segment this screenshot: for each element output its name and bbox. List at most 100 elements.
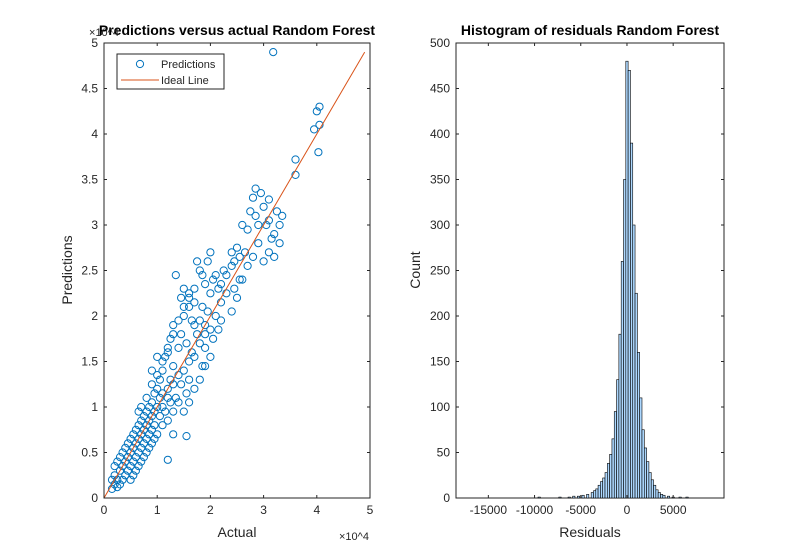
prediction-point bbox=[147, 425, 156, 434]
histogram-bar bbox=[667, 495, 671, 499]
scatter-legend: Predictions Ideal Line bbox=[116, 53, 225, 90]
prediction-point bbox=[227, 248, 236, 257]
histogram-y-tick-label: 500 bbox=[430, 36, 450, 50]
prediction-point bbox=[150, 434, 159, 443]
ideal-line bbox=[103, 51, 366, 499]
prediction-point bbox=[190, 352, 199, 361]
prediction-point bbox=[190, 284, 199, 293]
prediction-point bbox=[115, 453, 125, 462]
histogram-bar bbox=[600, 481, 604, 499]
prediction-point bbox=[275, 239, 284, 248]
prediction-point bbox=[248, 193, 258, 202]
prediction-point bbox=[187, 316, 196, 325]
histogram-x-tick-label: -15000 bbox=[470, 503, 508, 517]
prediction-point bbox=[145, 443, 154, 452]
histogram-bar bbox=[613, 411, 617, 499]
histogram-bar bbox=[678, 496, 682, 499]
prediction-point bbox=[129, 443, 138, 452]
prediction-point bbox=[259, 202, 268, 211]
histogram-y-tick-label: 450 bbox=[430, 82, 450, 96]
histogram-axes-box bbox=[455, 42, 725, 499]
prediction-point bbox=[185, 302, 194, 311]
prediction-point bbox=[142, 393, 151, 402]
prediction-point bbox=[314, 148, 323, 157]
prediction-point bbox=[123, 453, 133, 462]
prediction-point bbox=[190, 298, 199, 307]
histogram-bar bbox=[597, 484, 601, 499]
prediction-point bbox=[270, 230, 279, 239]
prediction-point bbox=[270, 252, 279, 261]
prediction-point bbox=[195, 375, 204, 384]
prediction-point bbox=[137, 443, 146, 452]
prediction-point bbox=[214, 284, 223, 293]
prediction-point bbox=[238, 220, 247, 230]
prediction-point bbox=[118, 462, 127, 471]
prediction-point bbox=[227, 261, 236, 270]
prediction-point bbox=[118, 475, 127, 484]
histogram-bar bbox=[662, 494, 666, 499]
prediction-point bbox=[115, 466, 125, 475]
histogram-y-tick-label: 150 bbox=[430, 355, 450, 369]
prediction-point bbox=[222, 289, 231, 298]
prediction-point bbox=[185, 375, 194, 384]
prediction-point bbox=[251, 184, 260, 193]
histogram-panel: -15000 -10000 -5000 0 5000 0 50 100 150 200 250 300… bbox=[407, 22, 725, 540]
prediction-point bbox=[153, 402, 162, 412]
prediction-point bbox=[153, 430, 162, 439]
prediction-point bbox=[251, 211, 260, 220]
prediction-point bbox=[227, 307, 236, 316]
prediction-point bbox=[131, 425, 140, 434]
histogram-bar bbox=[627, 70, 631, 499]
prediction-point bbox=[137, 416, 146, 425]
prediction-point bbox=[115, 480, 125, 489]
prediction-point bbox=[166, 398, 175, 407]
prediction-point bbox=[310, 125, 319, 134]
prediction-point bbox=[232, 243, 242, 252]
scatter-x-tick-label: 2 bbox=[207, 503, 214, 517]
prediction-point bbox=[163, 384, 172, 393]
prediction-point bbox=[134, 407, 143, 416]
prediction-point bbox=[169, 407, 178, 416]
prediction-point bbox=[206, 289, 215, 298]
histogram-bar bbox=[620, 261, 624, 499]
prediction-point bbox=[137, 402, 146, 412]
prediction-point bbox=[110, 462, 119, 471]
legend-ideal-line-label: Ideal Line bbox=[161, 75, 209, 87]
prediction-point bbox=[163, 393, 172, 402]
prediction-point bbox=[129, 430, 138, 439]
legend-predictions-label: Predictions bbox=[161, 59, 216, 71]
prediction-point bbox=[179, 302, 188, 311]
prediction-point bbox=[121, 471, 130, 480]
scatter-y-tick-label: 4.5 bbox=[81, 82, 98, 96]
prediction-point bbox=[264, 248, 273, 257]
prediction-point bbox=[195, 316, 204, 325]
scatter-plot-area bbox=[103, 48, 366, 499]
prediction-point bbox=[248, 252, 258, 261]
prediction-point bbox=[230, 257, 239, 266]
prediction-point bbox=[134, 434, 143, 443]
prediction-point bbox=[158, 366, 167, 375]
prediction-point bbox=[198, 362, 207, 371]
histogram-bar bbox=[581, 494, 585, 499]
prediction-point bbox=[259, 257, 268, 266]
prediction-point bbox=[243, 261, 252, 270]
scatter-y-tick-label: 3.5 bbox=[81, 173, 98, 187]
scatter-y-tick-label: 2 bbox=[91, 309, 98, 323]
scatter-x-tick-label: 3 bbox=[260, 503, 267, 517]
prediction-point bbox=[163, 343, 172, 352]
scatter-y-tick-label: 1 bbox=[91, 400, 98, 414]
prediction-point bbox=[155, 412, 164, 421]
prediction-point bbox=[201, 280, 210, 289]
prediction-point bbox=[198, 271, 207, 280]
prediction-point bbox=[169, 430, 178, 439]
prediction-point bbox=[177, 293, 186, 302]
prediction-point bbox=[230, 284, 239, 293]
prediction-point bbox=[206, 248, 215, 257]
histogram-bar bbox=[650, 479, 654, 499]
histogram-bar bbox=[657, 492, 661, 499]
prediction-point bbox=[163, 348, 172, 357]
prediction-point bbox=[147, 398, 156, 407]
prediction-point bbox=[201, 330, 210, 339]
prediction-point bbox=[179, 311, 188, 321]
prediction-point bbox=[126, 434, 135, 443]
